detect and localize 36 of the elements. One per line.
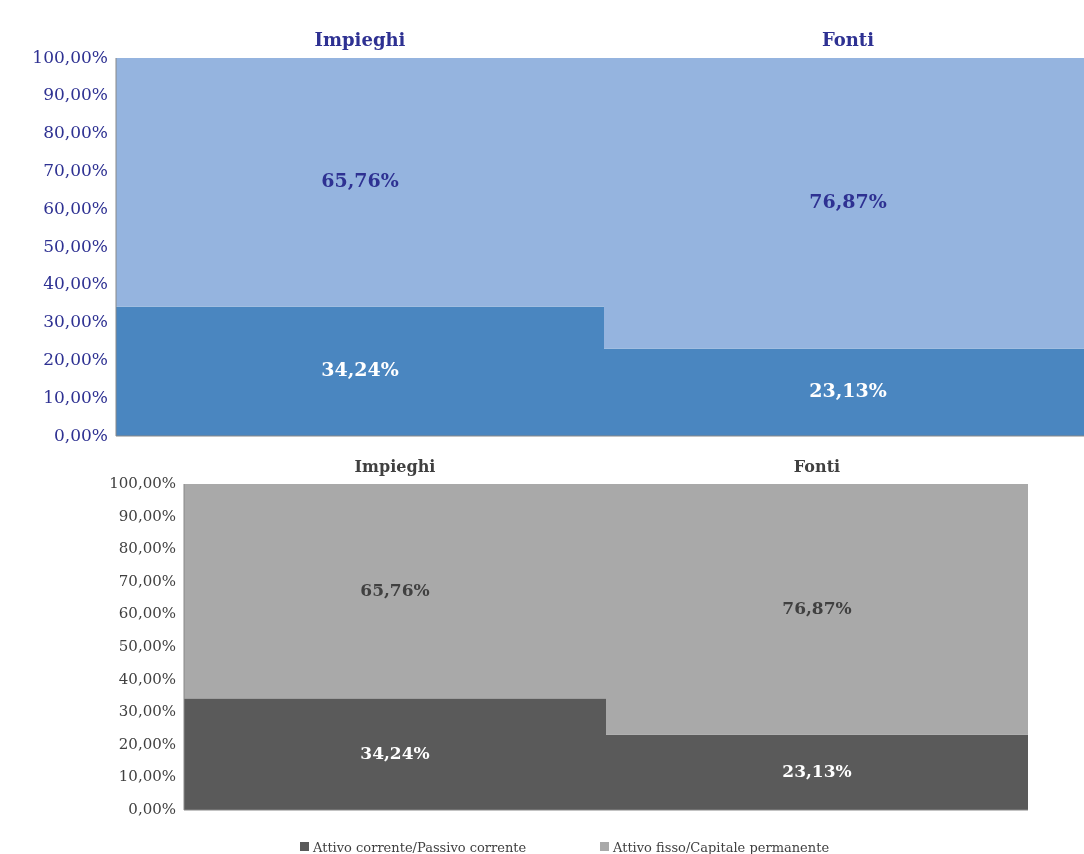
y-tick-label: 10,00% bbox=[43, 386, 108, 407]
data-label: 23,13% bbox=[809, 379, 887, 402]
legend-label: Attivo corrente/Passivo corrente bbox=[312, 840, 527, 854]
y-tick-label: 10,00% bbox=[118, 767, 176, 786]
x-tick-label: Impieghi bbox=[354, 457, 436, 476]
y-tick-label: 20,00% bbox=[43, 348, 108, 369]
data-label: 23,13% bbox=[782, 760, 852, 781]
y-tick-label: 90,00% bbox=[118, 506, 176, 525]
x-tick-label: Fonti bbox=[821, 29, 875, 50]
y-tick-label: 70,00% bbox=[118, 571, 176, 590]
y-tick-label: 60,00% bbox=[118, 604, 176, 623]
y-tick-label: 30,00% bbox=[43, 311, 108, 332]
y-tick-label: 50,00% bbox=[118, 637, 176, 655]
y-tick-label: 0,00% bbox=[128, 800, 176, 818]
data-label: 34,24% bbox=[321, 358, 399, 381]
y-tick-label: 40,00% bbox=[118, 669, 176, 688]
y-tick-label: 80,00% bbox=[43, 122, 108, 143]
y-tick-label: 60,00% bbox=[43, 197, 108, 218]
y-tick-label: 0,00% bbox=[53, 424, 108, 445]
y-tick-label: 90,00% bbox=[43, 84, 108, 105]
data-label: 76,87% bbox=[782, 597, 852, 618]
y-tick-label: 80,00% bbox=[118, 539, 176, 558]
data-label: 65,76% bbox=[360, 579, 430, 600]
data-label: 34,24% bbox=[360, 742, 430, 763]
data-label: 76,87% bbox=[809, 190, 887, 213]
data-label: 65,76% bbox=[321, 169, 399, 192]
y-tick-label: 30,00% bbox=[118, 702, 176, 721]
x-tick-label: Impieghi bbox=[314, 29, 406, 50]
y-tick-label: 40,00% bbox=[43, 273, 108, 294]
y-tick-label: 100,00% bbox=[109, 474, 176, 492]
y-tick-label: 50,00% bbox=[43, 235, 108, 256]
y-tick-label: 70,00% bbox=[43, 159, 108, 180]
y-tick-label: 20,00% bbox=[118, 734, 176, 753]
legend-label: Attivo fisso/Capitale permanente bbox=[612, 840, 830, 854]
y-tick-label: 100,00% bbox=[32, 46, 108, 67]
x-tick-label: Fonti bbox=[793, 457, 841, 476]
